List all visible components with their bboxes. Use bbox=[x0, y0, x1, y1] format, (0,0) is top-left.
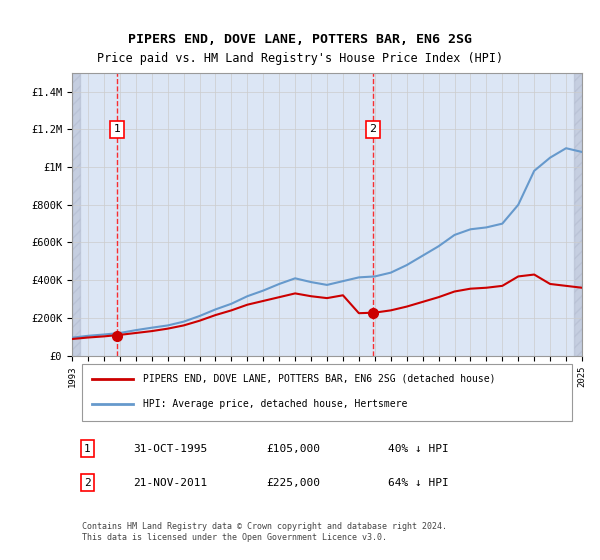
Text: £105,000: £105,000 bbox=[266, 444, 320, 454]
Text: 31-OCT-1995: 31-OCT-1995 bbox=[133, 444, 208, 454]
Text: PIPERS END, DOVE LANE, POTTERS BAR, EN6 2SG (detached house): PIPERS END, DOVE LANE, POTTERS BAR, EN6 … bbox=[143, 374, 496, 384]
Text: 1: 1 bbox=[113, 124, 121, 134]
Text: 64% ↓ HPI: 64% ↓ HPI bbox=[388, 478, 449, 488]
Text: 1: 1 bbox=[84, 444, 91, 454]
Text: Contains HM Land Registry data © Crown copyright and database right 2024.
This d: Contains HM Land Registry data © Crown c… bbox=[82, 522, 447, 542]
Text: £225,000: £225,000 bbox=[266, 478, 320, 488]
Text: 2: 2 bbox=[84, 478, 91, 488]
Text: 40% ↓ HPI: 40% ↓ HPI bbox=[388, 444, 449, 454]
Text: PIPERS END, DOVE LANE, POTTERS BAR, EN6 2SG: PIPERS END, DOVE LANE, POTTERS BAR, EN6 … bbox=[128, 32, 472, 46]
Text: 21-NOV-2011: 21-NOV-2011 bbox=[133, 478, 208, 488]
Text: HPI: Average price, detached house, Hertsmere: HPI: Average price, detached house, Hert… bbox=[143, 399, 408, 409]
Text: Price paid vs. HM Land Registry's House Price Index (HPI): Price paid vs. HM Land Registry's House … bbox=[97, 52, 503, 66]
FancyBboxPatch shape bbox=[82, 365, 572, 421]
Text: 2: 2 bbox=[370, 124, 377, 134]
